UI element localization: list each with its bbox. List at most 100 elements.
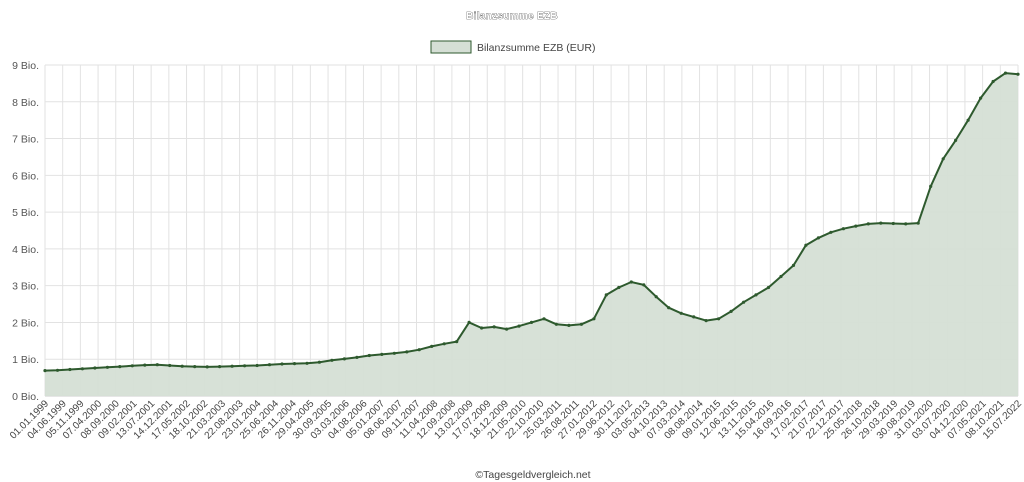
- data-point[interactable]: [118, 365, 122, 369]
- data-point[interactable]: [941, 157, 945, 161]
- data-point[interactable]: [255, 363, 259, 368]
- data-point[interactable]: [879, 221, 883, 225]
- data-point[interactable]: [966, 118, 970, 122]
- data-point[interactable]: [692, 315, 696, 319]
- data-point[interactable]: [791, 263, 796, 267]
- data-point[interactable]: [55, 368, 60, 372]
- data-point[interactable]: [642, 283, 646, 287]
- data-point[interactable]: [866, 222, 870, 226]
- data-point[interactable]: [1016, 72, 1020, 76]
- data-point[interactable]: [554, 322, 559, 326]
- data-point[interactable]: [193, 365, 197, 369]
- data-point[interactable]: [267, 363, 272, 367]
- data-point[interactable]: [317, 360, 321, 364]
- data-point[interactable]: [130, 364, 134, 368]
- data-point[interactable]: [766, 285, 771, 290]
- y-tick-label: 0 Bio.: [12, 391, 39, 403]
- data-point[interactable]: [779, 274, 783, 279]
- data-point[interactable]: [367, 353, 371, 358]
- data-point[interactable]: [704, 319, 708, 323]
- data-point[interactable]: [592, 317, 596, 321]
- series-area: [45, 73, 1018, 396]
- y-tick-label: 2 Bio.: [12, 317, 39, 329]
- legend-label: Bilanzsumme EZB (EUR): [477, 42, 595, 54]
- data-point[interactable]: [1003, 71, 1008, 75]
- y-tick-label: 8 Bio.: [12, 97, 39, 109]
- data-point[interactable]: [816, 236, 821, 240]
- data-point[interactable]: [754, 293, 758, 297]
- data-point[interactable]: [529, 320, 534, 324]
- data-point[interactable]: [979, 96, 983, 100]
- data-point[interactable]: [505, 327, 509, 331]
- data-point[interactable]: [679, 311, 683, 315]
- data-point[interactable]: [218, 365, 222, 369]
- data-point[interactable]: [417, 348, 421, 352]
- data-point[interactable]: [954, 138, 958, 142]
- y-tick-label: 9 Bio.: [12, 60, 39, 72]
- data-point[interactable]: [355, 355, 359, 359]
- data-point[interactable]: [492, 325, 496, 329]
- y-tick-label: 5 Bio.: [12, 207, 39, 219]
- data-point[interactable]: [155, 363, 159, 367]
- data-point[interactable]: [667, 306, 671, 310]
- data-point[interactable]: [342, 357, 346, 361]
- data-point[interactable]: [904, 222, 908, 226]
- data-point[interactable]: [567, 323, 571, 327]
- data-point[interactable]: [93, 366, 97, 370]
- data-point[interactable]: [742, 300, 746, 304]
- data-point[interactable]: [292, 362, 297, 366]
- data-point[interactable]: [205, 365, 209, 369]
- data-point[interactable]: [829, 230, 833, 234]
- data-point[interactable]: [430, 344, 434, 348]
- data-point[interactable]: [891, 221, 895, 226]
- series-layer: [43, 71, 1020, 396]
- data-point[interactable]: [168, 363, 172, 368]
- data-point[interactable]: [579, 322, 584, 326]
- data-point[interactable]: [280, 362, 284, 366]
- data-point[interactable]: [480, 326, 484, 330]
- data-point[interactable]: [43, 369, 47, 373]
- legend-swatch: [430, 40, 472, 54]
- y-tick-label: 6 Bio.: [12, 170, 39, 182]
- copyright-footer: ©Tagesgeldvergleich.net: [475, 469, 590, 481]
- y-axis-ticks: 0 Bio. 1 Bio. 2 Bio. 3 Bio. 4 Bio. 5 Bio. 6 Bi…: [12, 60, 39, 403]
- y-tick-label: 4 Bio.: [12, 244, 39, 256]
- data-point[interactable]: [442, 342, 446, 346]
- data-point[interactable]: [105, 365, 109, 369]
- data-point[interactable]: [230, 364, 234, 368]
- data-point[interactable]: [617, 285, 621, 290]
- data-point[interactable]: [80, 367, 84, 371]
- data-point[interactable]: [180, 364, 184, 368]
- data-point[interactable]: [654, 295, 658, 299]
- data-point[interactable]: [305, 361, 309, 365]
- data-point[interactable]: [991, 79, 995, 84]
- data-point[interactable]: [517, 324, 521, 328]
- data-point[interactable]: [405, 350, 409, 354]
- y-tick-label: 7 Bio.: [12, 134, 39, 146]
- data-point[interactable]: [717, 317, 721, 321]
- data-point[interactable]: [629, 280, 633, 284]
- y-tick-label: 3 Bio.: [12, 281, 39, 293]
- data-point[interactable]: [392, 351, 396, 355]
- data-point[interactable]: [929, 184, 933, 188]
- data-point[interactable]: [916, 221, 920, 225]
- data-point[interactable]: [467, 320, 471, 324]
- data-point[interactable]: [243, 364, 247, 368]
- y-tick-label: 1 Bio.: [12, 354, 39, 366]
- data-point[interactable]: [455, 340, 459, 344]
- x-axis-ticks: 01.01.199904.06.199905.11.199907.04.2000…: [8, 398, 1024, 441]
- data-point[interactable]: [804, 243, 808, 247]
- data-point[interactable]: [68, 367, 72, 372]
- data-point[interactable]: [542, 317, 546, 321]
- chart-title: Bilanzsumme EZB: [466, 11, 558, 22]
- data-point[interactable]: [330, 358, 334, 362]
- data-point[interactable]: [604, 293, 608, 297]
- data-point[interactable]: [841, 227, 846, 231]
- data-point[interactable]: [380, 352, 384, 356]
- data-point[interactable]: [854, 224, 858, 228]
- legend[interactable]: Bilanzsumme EZB (EUR): [430, 40, 595, 54]
- data-point[interactable]: [729, 309, 733, 313]
- data-point[interactable]: [143, 363, 147, 367]
